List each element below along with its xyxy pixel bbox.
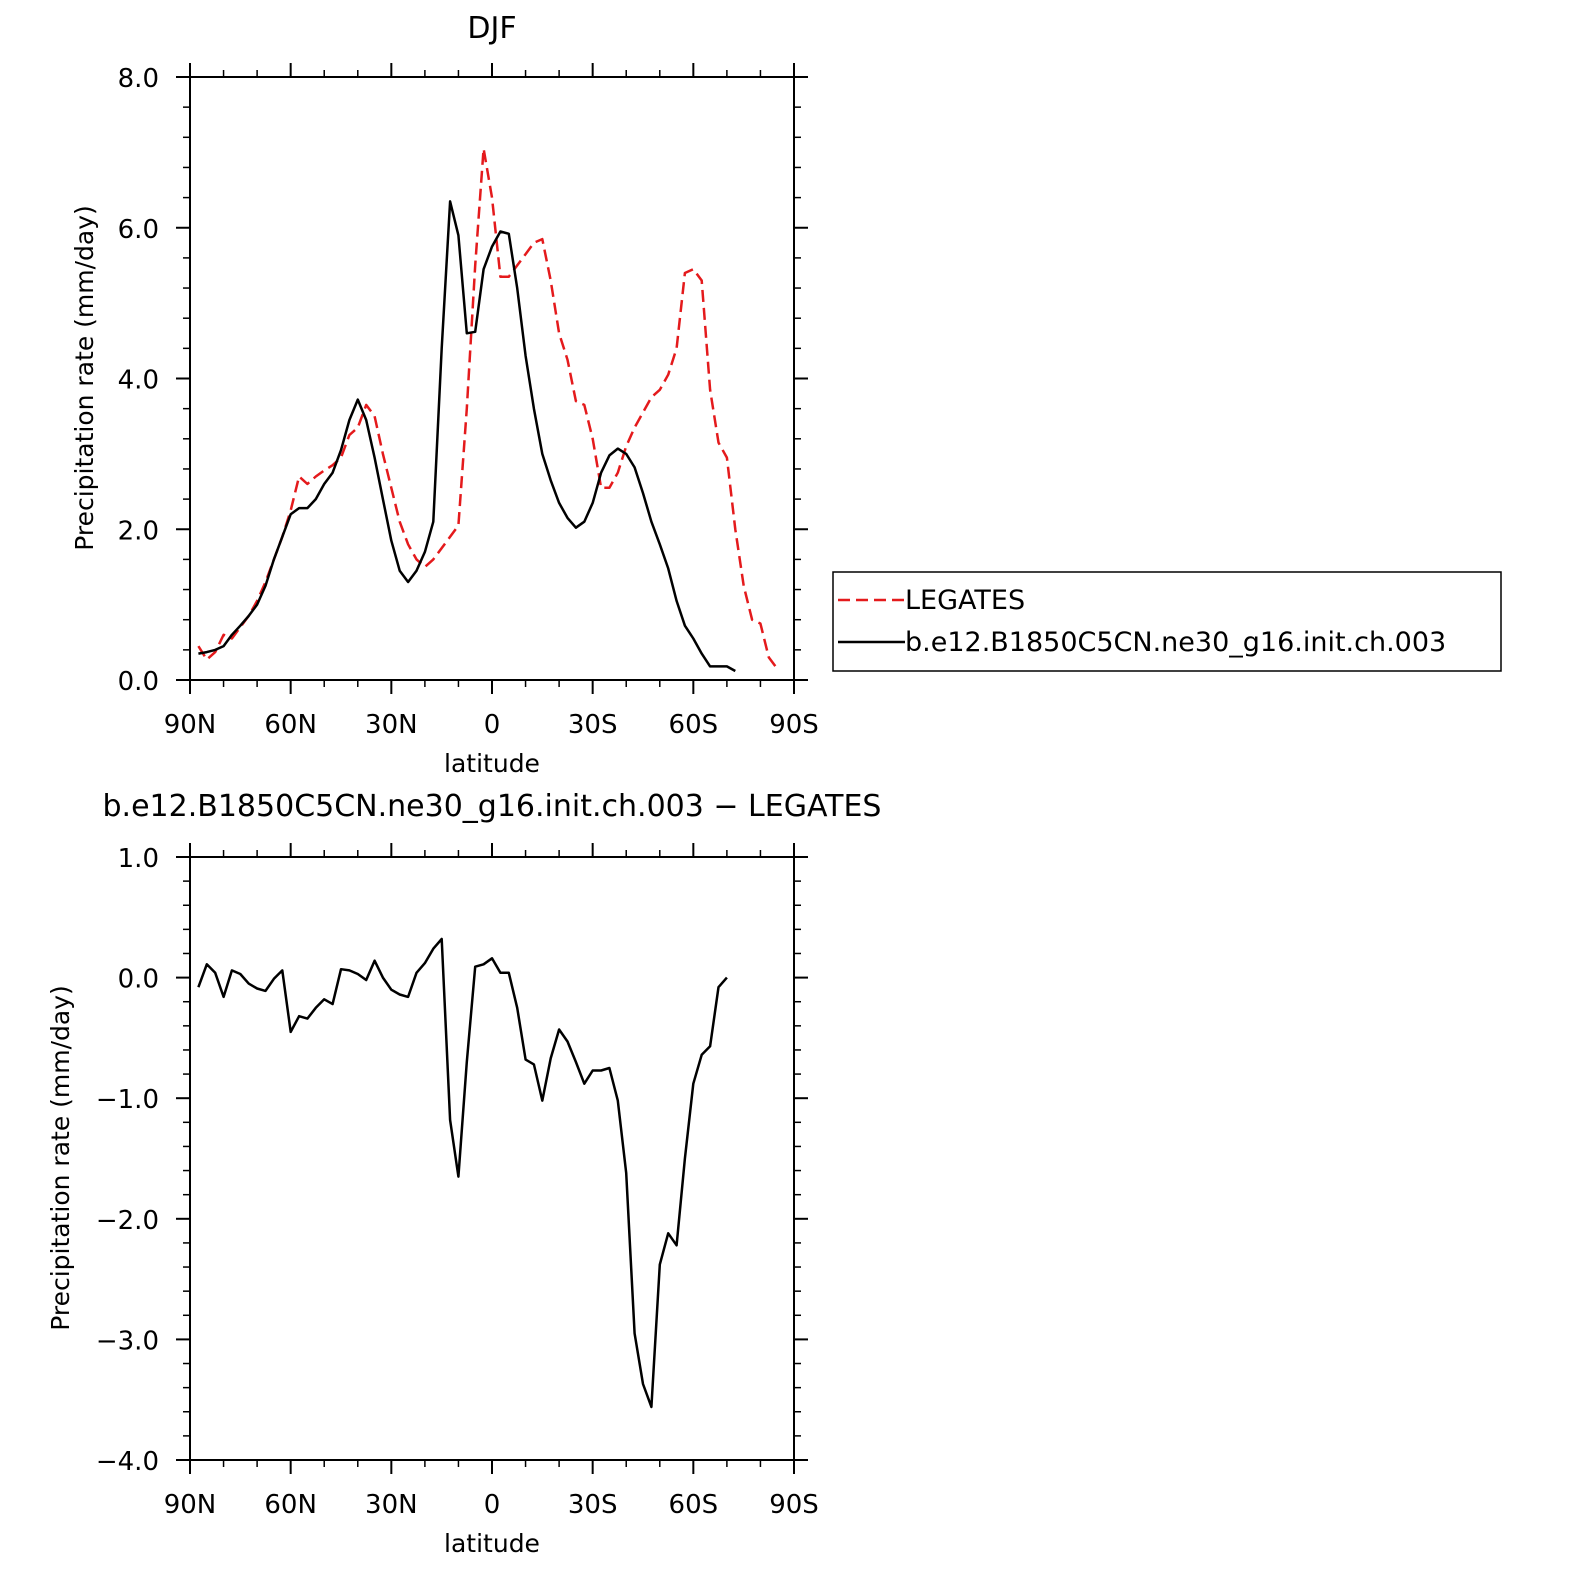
bottom-y-tick-label: −1.0	[96, 1085, 159, 1115]
bottom-series-layer	[197, 937, 728, 1409]
bottom-chart-title: b.e12.B1850C5CN.ne30_g16.init.ch.003 − L…	[103, 789, 882, 824]
bottom-x-tick-label: 0	[484, 1490, 501, 1520]
bottom-series-line-0	[197, 937, 728, 1409]
top-y-axis-label: Precipitation rate (mm/day)	[70, 205, 99, 551]
top-x-tick-label: 30N	[365, 710, 418, 740]
legend-label-legates: LEGATES	[905, 585, 1025, 616]
top-axis-ticks: 90N 60N 30N 0 30S 60S 90S 0.0 2.0 4.0 6.0 8.0	[118, 63, 819, 740]
top-x-tick-label: 30S	[568, 710, 618, 740]
bottom-x-tick-label: 90S	[769, 1490, 819, 1520]
top-x-tick-label: 60N	[264, 710, 317, 740]
legend-box	[832, 571, 1502, 672]
bottom-y-axis-label: Precipitation rate (mm/day)	[46, 985, 75, 1331]
top-y-tick-label: 6.0	[118, 215, 159, 245]
top-chart-title: DJF	[467, 11, 516, 46]
top-x-tick-label: 90N	[164, 710, 217, 740]
top-plot-frame	[189, 76, 795, 681]
bottom-x-tick-label: 60S	[669, 1490, 719, 1520]
top-series-layer	[197, 147, 779, 673]
difference-panel: b.e12.B1850C5CN.ne30_g16.init.ch.003 − L…	[46, 789, 881, 1558]
bottom-x-axis-label: latitude	[444, 1529, 540, 1558]
bottom-y-tick-label: −4.0	[96, 1447, 159, 1477]
bottom-y-tick-label: 1.0	[118, 844, 159, 874]
top-x-tick-label: 0	[484, 710, 501, 740]
bottom-x-tick-label: 30N	[365, 1490, 418, 1520]
bottom-plot-frame	[189, 856, 795, 1461]
bottom-axis-ticks: 90N 60N 30N 0 30S 60S 90S −4.0 −3.0 −2.0 −1.0 0.0 1.…	[96, 843, 819, 1520]
top-y-tick-label: 2.0	[118, 516, 159, 546]
bottom-x-tick-label: 90N	[164, 1490, 217, 1520]
top-x-axis-label: latitude	[444, 749, 540, 778]
top-series-line-0	[197, 147, 779, 670]
djf-precipitation-panel: DJF 90N 60N 30N 0 30S 60S 90S 0.0 2.0 4.0 6.0 8.0 l…	[70, 11, 819, 778]
bottom-y-tick-label: −3.0	[96, 1326, 159, 1356]
top-y-tick-label: 8.0	[118, 64, 159, 94]
top-y-tick-label: 0.0	[118, 667, 159, 697]
top-x-tick-label: 60S	[669, 710, 719, 740]
bottom-x-tick-label: 60N	[264, 1490, 317, 1520]
top-y-tick-label: 4.0	[118, 366, 159, 396]
bottom-x-tick-label: 30S	[568, 1490, 618, 1520]
top-series-line-1	[198, 200, 736, 673]
legend: LEGATES b.e12.B1850C5CN.ne30_g16.init.ch…	[832, 571, 1502, 672]
top-x-tick-label: 90S	[769, 710, 819, 740]
bottom-y-tick-label: 0.0	[118, 965, 159, 995]
legend-label-model: b.e12.B1850C5CN.ne30_g16.init.ch.003	[905, 627, 1446, 658]
bottom-y-tick-label: −2.0	[96, 1206, 159, 1236]
